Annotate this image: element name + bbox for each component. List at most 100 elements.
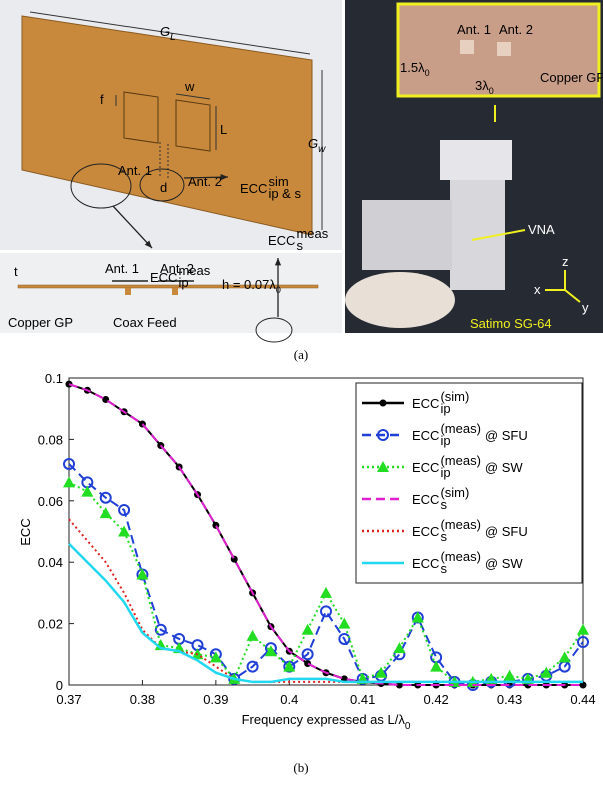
marker bbox=[154, 623, 167, 636]
label: GL bbox=[160, 24, 176, 43]
label: y bbox=[582, 300, 589, 315]
annotation-sup: meas bbox=[296, 226, 328, 241]
marker bbox=[246, 660, 259, 673]
annotation-sub: s bbox=[296, 238, 303, 253]
ground-plane bbox=[21, 15, 313, 236]
positioner bbox=[440, 140, 512, 180]
label: Satimo SG-64 bbox=[470, 316, 552, 331]
marker bbox=[393, 642, 406, 654]
callout-arrowhead bbox=[144, 240, 152, 248]
marker bbox=[338, 617, 351, 629]
caption: (a) bbox=[294, 347, 308, 362]
stand bbox=[345, 272, 455, 328]
legend-label-suffix: @ SW bbox=[485, 556, 523, 571]
callout-ellipse bbox=[70, 163, 132, 209]
dim-line bbox=[29, 11, 311, 55]
legend-marker bbox=[379, 399, 387, 407]
y-tick-label: 0.04 bbox=[38, 555, 63, 570]
marker bbox=[283, 660, 296, 672]
legend-label: ECC bbox=[412, 460, 439, 475]
label: Ant. 2 bbox=[160, 261, 194, 276]
label-sub: 0 bbox=[425, 68, 430, 78]
marker bbox=[577, 623, 589, 635]
label: VNA bbox=[528, 222, 555, 237]
legend-label-sub: s bbox=[440, 529, 447, 544]
marker bbox=[264, 645, 277, 657]
x-tick-label: 0.44 bbox=[570, 692, 595, 707]
marker bbox=[136, 568, 149, 580]
legend-label: ECC bbox=[412, 428, 439, 443]
y-axis-label: ECC bbox=[18, 518, 33, 545]
y-tick-label: 0.06 bbox=[38, 494, 63, 509]
x-tick-label: 0.37 bbox=[56, 692, 81, 707]
annotation: ECC bbox=[240, 181, 267, 196]
x-tick-label: 0.38 bbox=[130, 692, 155, 707]
ground-plane bbox=[17, 284, 319, 289]
series-line bbox=[68, 383, 583, 686]
legend-label-suffix: @ SFU bbox=[485, 428, 528, 443]
label: G bbox=[308, 136, 318, 151]
y-tick-label: 0.02 bbox=[38, 617, 63, 632]
marker bbox=[301, 623, 314, 635]
legend-label-sup: (meas) bbox=[440, 421, 480, 436]
dim-line bbox=[175, 93, 211, 100]
label-sub: 0 bbox=[489, 86, 494, 96]
legend-label: ECC bbox=[412, 524, 439, 539]
legend-box bbox=[355, 382, 583, 584]
label: Ant. 1 bbox=[105, 261, 139, 276]
callout-arrowhead bbox=[274, 258, 282, 266]
marker bbox=[99, 507, 112, 519]
legend-marker bbox=[377, 461, 389, 472]
legend-label-sub: ip bbox=[440, 465, 450, 480]
chart: 0 0.02 0.04 0.06 0.08 0.1 0.37 0.38 0.39 0.4 0.41 0… bbox=[18, 163, 596, 732]
label: d bbox=[160, 180, 167, 195]
legend-label-sup: (meas) bbox=[440, 549, 480, 564]
marker bbox=[81, 485, 94, 497]
callout-arrow bbox=[112, 205, 153, 249]
x-axis-label: Frequency expressed as L/λ bbox=[242, 712, 406, 727]
marker bbox=[246, 629, 259, 641]
label: f bbox=[100, 92, 104, 107]
cross-section bbox=[0, 253, 342, 333]
x-tick-label: 0.42 bbox=[423, 692, 448, 707]
label: Copper GP bbox=[540, 70, 603, 85]
antenna bbox=[497, 42, 511, 56]
label: 1.5λ0 bbox=[400, 60, 430, 78]
legend-label-sub: ip bbox=[440, 433, 450, 448]
legend-label-sub: ip bbox=[440, 401, 450, 416]
y-tick-label: 0.1 bbox=[45, 371, 63, 386]
marker bbox=[301, 648, 314, 661]
label: Copper GP bbox=[8, 315, 73, 330]
legend-label-sup: (meas) bbox=[440, 453, 480, 468]
annotation-sub: ip & s bbox=[268, 186, 301, 201]
caption: (b) bbox=[293, 760, 308, 775]
label: x bbox=[534, 282, 541, 297]
marker bbox=[503, 669, 516, 681]
x-tick-label: 0.43 bbox=[497, 692, 522, 707]
callout-arrowhead bbox=[220, 174, 228, 181]
legend-label: ECC bbox=[412, 492, 439, 507]
axis-arrow bbox=[564, 289, 581, 303]
marker bbox=[209, 651, 222, 663]
y-tick-label: 0 bbox=[56, 678, 63, 693]
marker bbox=[395, 681, 403, 689]
marker bbox=[577, 636, 589, 649]
x-tick-label: 0.41 bbox=[350, 692, 375, 707]
legend-label: ECC bbox=[412, 396, 439, 411]
label: Ant. 2 bbox=[499, 22, 533, 37]
annotation-sup: meas bbox=[178, 263, 210, 278]
x-tick-label: 0.4 bbox=[280, 692, 298, 707]
annotation: ECC bbox=[150, 270, 177, 285]
marker bbox=[118, 525, 131, 537]
label-sub: w bbox=[318, 144, 326, 155]
marker bbox=[338, 632, 351, 645]
x-tick-label: 0.39 bbox=[203, 692, 228, 707]
callout-ellipse bbox=[255, 317, 293, 343]
marker bbox=[375, 666, 388, 678]
label: Ant. 2 bbox=[188, 174, 222, 189]
antenna bbox=[460, 40, 474, 54]
legend-label-sub: s bbox=[440, 561, 447, 576]
legend-label-sup: (sim) bbox=[440, 389, 469, 404]
label: z bbox=[562, 254, 569, 269]
label-sub: L bbox=[170, 32, 176, 43]
